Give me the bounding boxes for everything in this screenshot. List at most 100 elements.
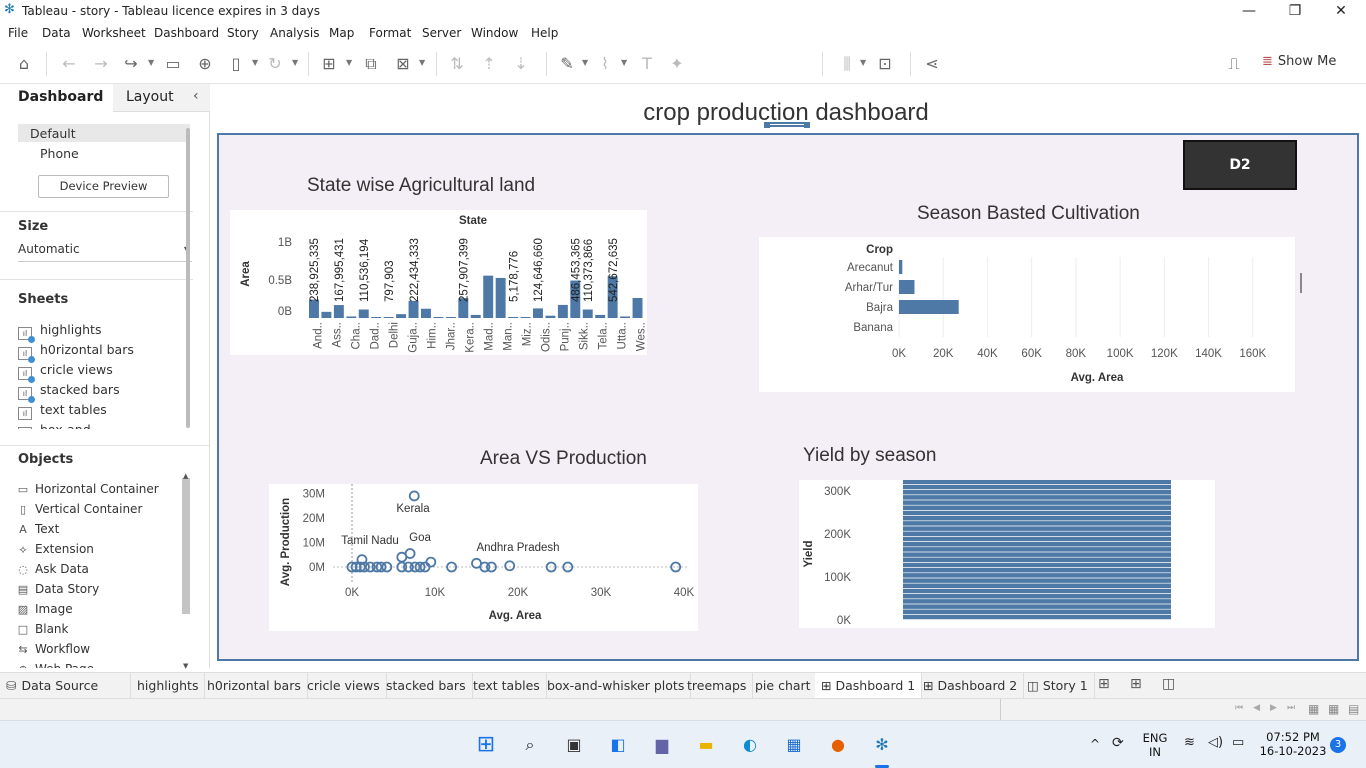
- drag-handle[interactable]: [763, 121, 811, 129]
- undo-icon[interactable]: ←: [62, 54, 76, 73]
- chart-scrollbar[interactable]: [1300, 273, 1302, 293]
- sheet-nav-arrows[interactable]: ⏮◀▶⏭: [1235, 703, 1306, 713]
- pause-updates-icon[interactable]: ▯: [231, 54, 241, 73]
- refresh-icon[interactable]: ↻: [268, 54, 282, 73]
- share-icon[interactable]: ⋖: [925, 54, 939, 73]
- new-story-tab-icon[interactable]: ◫: [1162, 676, 1176, 692]
- menu-format[interactable]: Format: [369, 26, 412, 40]
- tab-story-1[interactable]: ◫ Story 1: [1021, 673, 1095, 699]
- wifi-icon[interactable]: ≋: [1184, 735, 1195, 750]
- tab-data-source[interactable]: ⛁ Data Source: [0, 673, 131, 699]
- scroll-up-icon[interactable]: ▲: [183, 472, 189, 480]
- edge-icon[interactable]: ◐: [743, 735, 757, 754]
- duplicate-sheet-icon[interactable]: ⧉: [365, 54, 377, 73]
- film-strip-icon[interactable]: ▦: [1328, 702, 1340, 716]
- object-text[interactable]: A Text: [16, 522, 59, 536]
- object-workflow[interactable]: ⇆ Workflow: [16, 642, 90, 656]
- collapse-pane-icon[interactable]: ‹: [193, 88, 199, 104]
- tab-cricle-views[interactable]: cricle views: [301, 673, 387, 699]
- attach-icon[interactable]: ⌇: [601, 54, 609, 73]
- menu-dashboard[interactable]: Dashboard: [154, 26, 220, 40]
- device-default[interactable]: Default: [30, 126, 76, 141]
- tab-dashboard-1[interactable]: ⊞ Dashboard 1: [815, 673, 923, 699]
- firefox-icon[interactable]: ●: [831, 735, 845, 754]
- tab-box-whisker[interactable]: box-and-whisker plots: [541, 673, 692, 699]
- show-cards-icon[interactable]: ⫼: [843, 54, 851, 73]
- search-icon[interactable]: ⌕: [525, 735, 535, 754]
- tab-highlights[interactable]: highlights: [131, 673, 206, 699]
- labels-icon[interactable]: T: [642, 54, 652, 73]
- redo-icon[interactable]: →: [94, 54, 108, 73]
- sort-ascending-icon[interactable]: ⇡: [482, 54, 496, 73]
- menu-window[interactable]: Window: [471, 26, 519, 40]
- chat-icon[interactable]: ▆: [655, 735, 669, 754]
- tab-pie-chart[interactable]: pie chart: [749, 673, 818, 699]
- object-data-story[interactable]: ▤ Data Story: [16, 582, 99, 596]
- sheet-item[interactable]: ıl box-and-: [18, 422, 95, 429]
- sheet-item[interactable]: ıl h0rizontal bars: [18, 342, 134, 363]
- yield-chart[interactable]: Yield 300K 200K 100K 0K: [799, 479, 1215, 628]
- highlight-icon[interactable]: ✎: [560, 54, 574, 73]
- object-horizontal-container[interactable]: ▭ Horizontal Container: [16, 482, 159, 496]
- object-vertical-container[interactable]: ▯ Vertical Container: [16, 502, 142, 516]
- format-painter-icon[interactable]: ⎍: [1228, 54, 1240, 73]
- clock[interactable]: 07:52 PM 16-10-2023: [1259, 730, 1327, 758]
- windows-start-icon[interactable]: ⊞: [476, 732, 496, 757]
- d2-badge[interactable]: D2: [1183, 140, 1297, 190]
- object-ask-data[interactable]: ◌ Ask Data: [16, 562, 89, 576]
- tableau-taskbar-icon[interactable]: ✻: [875, 735, 889, 754]
- file-explorer-icon[interactable]: ▬: [698, 735, 714, 754]
- sheet-sorter-icon[interactable]: ▦: [1308, 702, 1320, 716]
- widgets-icon[interactable]: ◧: [610, 735, 626, 754]
- new-data-source-icon[interactable]: ⊕: [198, 54, 212, 73]
- clear-sheet-icon[interactable]: ⊠: [396, 54, 410, 73]
- presentation-mode-icon[interactable]: ⊡: [878, 54, 892, 73]
- minimize-button[interactable]: —: [1242, 3, 1256, 19]
- restore-button[interactable]: ❐: [1288, 3, 1302, 19]
- tab-text-tables[interactable]: text tables: [467, 673, 547, 699]
- tab-horizontal-bars[interactable]: h0rizontal bars: [201, 673, 308, 699]
- close-button[interactable]: ✕: [1335, 3, 1347, 19]
- menu-map[interactable]: Map: [329, 26, 355, 40]
- object-web-page[interactable]: ⊕ Web Page: [16, 662, 94, 668]
- new-worksheet-tab-icon[interactable]: ⊞: [1098, 676, 1110, 692]
- sidebar-scrollbar[interactable]: [186, 128, 190, 428]
- state-chart[interactable]: State Area 1B 0.5B 0B 238,925,335 167,995…: [230, 210, 648, 355]
- object-image[interactable]: ▨ Image: [16, 602, 73, 616]
- language-indicator[interactable]: ENG IN: [1142, 731, 1168, 759]
- volume-icon[interactable]: ◁): [1208, 735, 1224, 750]
- device-preview-button[interactable]: Device Preview: [38, 175, 169, 198]
- objects-scrollbar[interactable]: [182, 478, 190, 614]
- tabs-view-icon[interactable]: ▤: [1348, 702, 1360, 716]
- sort-descending-icon[interactable]: ⇣: [514, 54, 528, 73]
- tab-layout[interactable]: Layout: [126, 89, 174, 105]
- tab-dashboard-2[interactable]: ⊞ Dashboard 2: [917, 673, 1025, 699]
- swap-icon[interactable]: ⇅: [450, 54, 464, 73]
- season-chart[interactable]: Crop Arecanut Arhar/Tur Bajra Banana 0K 20K 4…: [759, 237, 1302, 392]
- tray-overflow-icon[interactable]: ^: [1090, 737, 1101, 751]
- size-dropdown[interactable]: Automatic ▼: [18, 242, 192, 262]
- menu-help[interactable]: Help: [531, 26, 559, 40]
- menu-analysis[interactable]: Analysis: [270, 26, 320, 40]
- object-blank[interactable]: □ Blank: [16, 622, 69, 636]
- task-view-icon[interactable]: ▣: [566, 735, 582, 754]
- device-phone[interactable]: Phone: [40, 146, 79, 161]
- sheet-item[interactable]: ıl highlights: [18, 322, 101, 343]
- tab-dashboard[interactable]: Dashboard: [18, 89, 104, 105]
- tab-treemaps[interactable]: treemaps: [681, 673, 754, 699]
- menu-story[interactable]: Story: [227, 26, 259, 40]
- scroll-down-icon[interactable]: ▼: [183, 662, 189, 670]
- notification-badge[interactable]: 3: [1330, 737, 1346, 753]
- area-production-chart[interactable]: Avg. Production 30M 20M 10M 0M 0K 10K 20K 30K 4…: [269, 484, 698, 631]
- new-worksheet-icon[interactable]: ⊞: [322, 54, 336, 73]
- save-icon[interactable]: ▭: [165, 54, 181, 73]
- menu-server[interactable]: Server: [422, 26, 462, 40]
- tab-stacked-bars[interactable]: stacked bars: [380, 673, 473, 699]
- sheet-item[interactable]: ıl text tables: [18, 402, 107, 420]
- show-me-button[interactable]: ≣ Show Me: [1262, 54, 1336, 74]
- sheet-item[interactable]: ıl stacked bars: [18, 382, 120, 403]
- battery-icon[interactable]: ▭: [1232, 735, 1245, 750]
- new-dashboard-tab-icon[interactable]: ⊞: [1130, 676, 1142, 692]
- menu-data[interactable]: Data: [42, 26, 71, 40]
- sheet-item[interactable]: ıl cricle views: [18, 362, 113, 383]
